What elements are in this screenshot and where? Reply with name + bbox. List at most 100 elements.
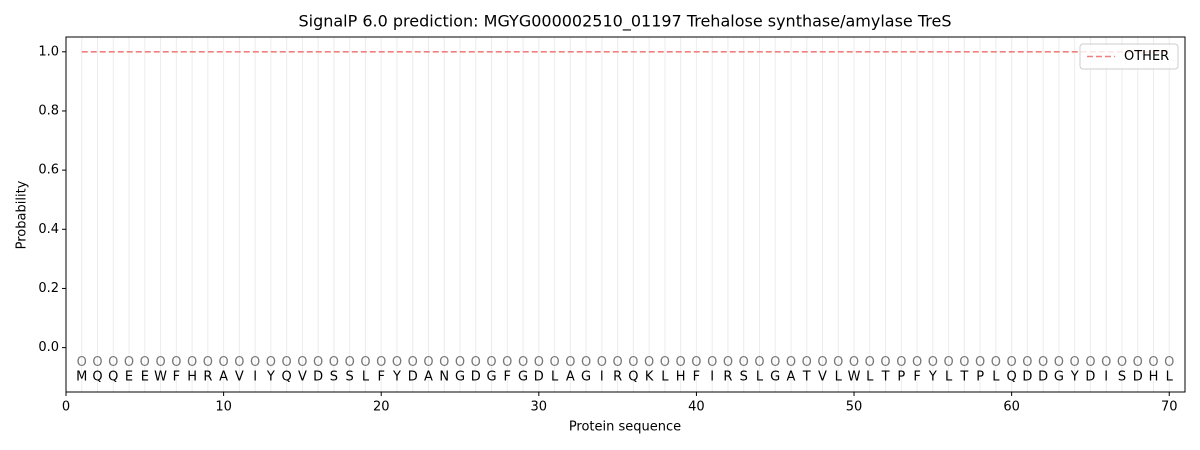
- y-tick-label: 1.0: [38, 44, 59, 59]
- x-axis-label: Protein sequence: [569, 420, 681, 435]
- region-label: O: [660, 355, 670, 370]
- residue-label: T: [881, 370, 890, 385]
- region-label: O: [439, 355, 449, 370]
- legend-box: [1079, 43, 1179, 70]
- residue-label: E: [125, 370, 133, 385]
- region-label: O: [471, 355, 481, 370]
- residue-label: S: [330, 370, 338, 385]
- residue-label: D: [471, 370, 481, 385]
- residue-label: L: [756, 370, 764, 385]
- residue-label: W: [154, 370, 167, 385]
- residue-label: Q: [282, 370, 292, 385]
- residue-label: M: [76, 370, 87, 385]
- region-label: O: [455, 355, 465, 370]
- residue-label: E: [141, 370, 149, 385]
- residue-label: D: [1022, 370, 1032, 385]
- region-label: O: [1022, 355, 1032, 370]
- region-label: O: [77, 355, 87, 370]
- residue-label: L: [362, 370, 370, 385]
- region-label: O: [959, 355, 969, 370]
- residue-label: F: [913, 370, 920, 385]
- residue-label: D: [408, 370, 418, 385]
- y-axis-label: Probability: [15, 180, 30, 249]
- y-tick-label: 0.8: [38, 103, 59, 118]
- residue-label: K: [645, 370, 654, 385]
- residue-label: Y: [266, 370, 275, 385]
- residue-label: P: [976, 370, 984, 385]
- residue-label: L: [661, 370, 669, 385]
- residue-label: Q: [628, 370, 638, 385]
- region-label: O: [155, 355, 165, 370]
- residue-label: F: [504, 370, 511, 385]
- residue-label: L: [866, 370, 874, 385]
- residue-label: D: [313, 370, 323, 385]
- residue-label: L: [1166, 370, 1174, 385]
- residue-label: F: [377, 370, 384, 385]
- residue-label: G: [455, 370, 465, 385]
- region-label: O: [1133, 355, 1143, 370]
- residue-label: D: [1038, 370, 1048, 385]
- region-label: O: [329, 355, 339, 370]
- region-label: O: [171, 355, 181, 370]
- region-label: O: [297, 355, 307, 370]
- region-label: O: [865, 355, 875, 370]
- legend-label: OTHER: [1124, 49, 1169, 64]
- plot-frame: [65, 36, 1186, 393]
- residue-label: L: [945, 370, 953, 385]
- region-label: O: [266, 355, 276, 370]
- region-label: O: [991, 355, 1001, 370]
- region-label: O: [218, 355, 228, 370]
- region-label: O: [1085, 355, 1095, 370]
- residue-label: L: [835, 370, 843, 385]
- region-label: O: [313, 355, 323, 370]
- residue-label: R: [723, 370, 732, 385]
- residue-label: A: [219, 370, 228, 385]
- region-label: O: [345, 355, 355, 370]
- residue-label: I: [1104, 370, 1108, 385]
- region-label: O: [250, 355, 260, 370]
- residue-label: Y: [1070, 370, 1079, 385]
- x-tick-label: 50: [846, 400, 863, 415]
- region-label: O: [943, 355, 953, 370]
- region-label: O: [691, 355, 701, 370]
- residue-label: V: [818, 370, 827, 385]
- region-label: O: [802, 355, 812, 370]
- region-label: O: [581, 355, 591, 370]
- residue-label: V: [235, 370, 244, 385]
- region-label: O: [108, 355, 118, 370]
- residue-label: Q: [92, 370, 102, 385]
- residue-label: G: [770, 370, 780, 385]
- y-tick-label: 0.4: [38, 222, 59, 237]
- region-label: O: [140, 355, 150, 370]
- region-label: O: [234, 355, 244, 370]
- region-label: O: [376, 355, 386, 370]
- residue-label: Q: [108, 370, 118, 385]
- region-label: O: [565, 355, 575, 370]
- residue-label: I: [710, 370, 714, 385]
- region-label: O: [502, 355, 512, 370]
- x-tick-label: 70: [1161, 400, 1178, 415]
- region-label: O: [187, 355, 197, 370]
- region-label: O: [849, 355, 859, 370]
- residue-label: D: [1085, 370, 1095, 385]
- residue-label: R: [613, 370, 622, 385]
- residue-label: H: [1149, 370, 1159, 385]
- residue-label: D: [1133, 370, 1143, 385]
- residue-label: A: [566, 370, 575, 385]
- region-label: O: [1070, 355, 1080, 370]
- region-label: O: [203, 355, 213, 370]
- region-label: O: [1101, 355, 1111, 370]
- residue-label: L: [992, 370, 1000, 385]
- y-tick-label: 0.0: [38, 340, 59, 355]
- residue-label: P: [897, 370, 905, 385]
- region-label: O: [628, 355, 638, 370]
- x-tick-label: 0: [62, 400, 70, 415]
- residue-label: T: [802, 370, 811, 385]
- region-label: O: [770, 355, 780, 370]
- residue-label: L: [551, 370, 559, 385]
- residue-label: H: [676, 370, 686, 385]
- region-label: O: [786, 355, 796, 370]
- region-label: O: [534, 355, 544, 370]
- region-label: O: [1148, 355, 1158, 370]
